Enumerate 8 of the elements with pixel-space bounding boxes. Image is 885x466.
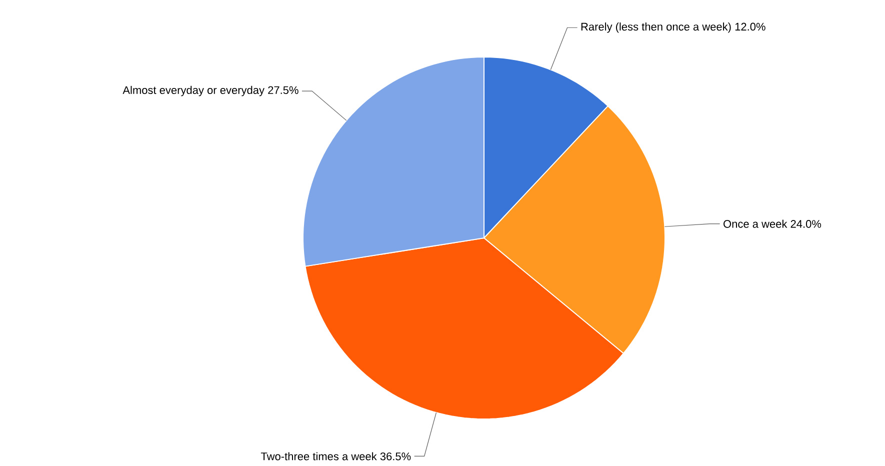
- data-label: 12.0%: [735, 22, 766, 31]
- slice-label: Once a week: [724, 220, 788, 228]
- slice-label: Almost everyday or everyday: [122, 86, 264, 96]
- data-label: 24.0%: [790, 220, 822, 228]
- data-label: 27.5%: [268, 86, 298, 94]
- data-label: 36.5%: [380, 452, 411, 460]
- slice-label: Rarely (less then once a week): [581, 22, 731, 33]
- slice-label: Two-three times a week: [260, 452, 377, 460]
